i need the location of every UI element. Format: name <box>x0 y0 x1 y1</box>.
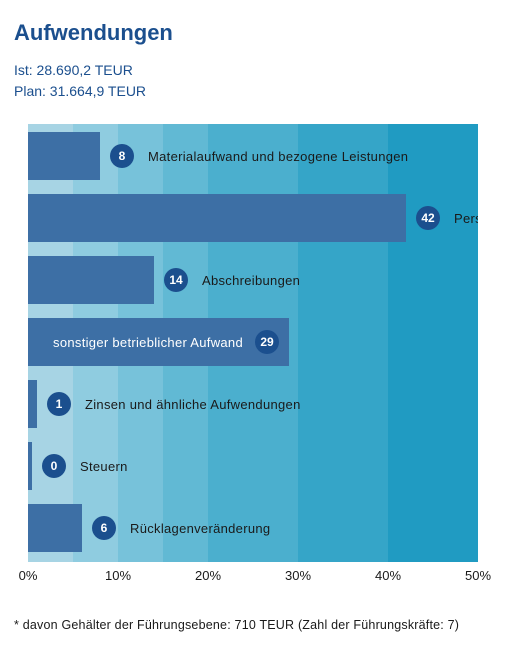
chart-bar <box>28 194 406 242</box>
chart-bar-row: 6 Rücklagenveränderung <box>28 504 270 552</box>
subtitle-block: Ist: 28.690,2 TEUR Plan: 31.664,9 TEUR <box>14 60 496 102</box>
chart-value-badge: 29 <box>255 330 279 354</box>
chart-bar <box>28 132 100 180</box>
chart-bar-label: Rücklagenveränderung <box>130 521 270 536</box>
chart-x-tick: 40% <box>375 568 401 583</box>
chart-bar-row: 14 Abschreibungen <box>28 256 300 304</box>
chart-band <box>388 124 478 562</box>
page-title: Aufwendungen <box>14 20 496 46</box>
subtitle-line-2: Plan: 31.664,9 TEUR <box>14 81 496 102</box>
chart-value-badge: 42 <box>416 206 440 230</box>
chart-bar-label: Personalaufwand* <box>454 211 478 226</box>
chart-bar-row: 8 Materialaufwand und bezogene Leistungen <box>28 132 408 180</box>
chart-bar <box>28 256 154 304</box>
chart-bar-row: 42 Personalaufwand* <box>28 194 478 242</box>
chart-x-tick: 30% <box>285 568 311 583</box>
chart-bar-row: sonstiger betrieblicher Aufwand 29 <box>28 318 289 366</box>
chart-bar-label: Abschreibungen <box>202 273 300 288</box>
chart-value-badge: 0 <box>42 454 66 478</box>
chart-bar-label: Zinsen und ähnliche Aufwendungen <box>85 397 301 412</box>
chart-x-tick: 10% <box>105 568 131 583</box>
chart-bar <box>28 380 37 428</box>
chart-value-badge: 6 <box>92 516 116 540</box>
chart-value-badge: 8 <box>110 144 134 168</box>
chart-bar-row: 1 Zinsen und ähnliche Aufwendungen <box>28 380 301 428</box>
chart-bar-row: 0 Steuern <box>28 442 128 490</box>
chart-x-tick: 20% <box>195 568 221 583</box>
chart-bar-label: Materialaufwand und bezogene Leistungen <box>148 149 408 164</box>
chart-value-badge: 1 <box>47 392 71 416</box>
chart-x-tick: 50% <box>465 568 491 583</box>
subtitle-line-1: Ist: 28.690,2 TEUR <box>14 60 496 81</box>
chart: 8 Materialaufwand und bezogene Leistungen… <box>14 124 489 592</box>
footnote: * davon Gehälter der Führungsebene: 710 … <box>14 618 496 632</box>
chart-x-axis: 0% 10% 20% 30% 40% 50% <box>14 568 488 592</box>
chart-band <box>298 124 388 562</box>
chart-value-badge: 14 <box>164 268 188 292</box>
chart-plot-area: 8 Materialaufwand und bezogene Leistungen… <box>28 124 478 562</box>
chart-bar <box>28 442 32 490</box>
chart-bar-label: sonstiger betrieblicher Aufwand <box>53 335 243 350</box>
chart-x-tick: 0% <box>19 568 38 583</box>
chart-bar-label: Steuern <box>80 459 128 474</box>
chart-bar <box>28 504 82 552</box>
